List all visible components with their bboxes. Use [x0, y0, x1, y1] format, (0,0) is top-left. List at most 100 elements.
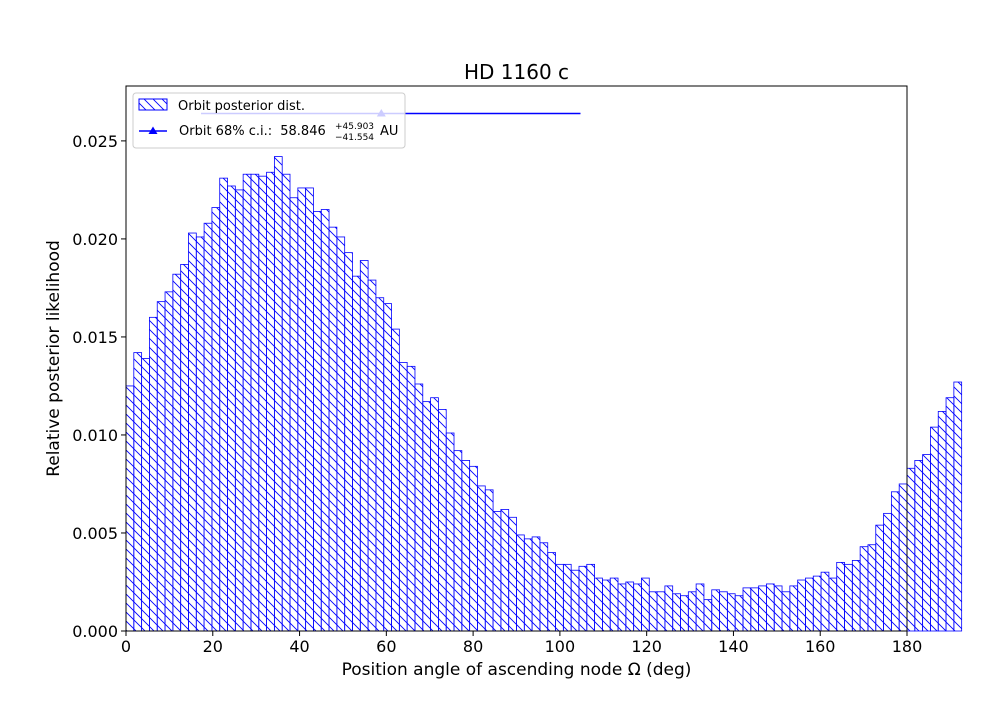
x-tick-label: 80	[463, 637, 483, 656]
histogram-bar	[734, 595, 744, 632]
legend-hatch-swatch	[138, 98, 168, 111]
histogram-bar	[695, 583, 705, 632]
histogram-bar	[375, 297, 385, 632]
histogram-bar	[172, 273, 182, 632]
histogram-bar	[188, 232, 197, 632]
histogram-bar	[531, 536, 541, 632]
histogram-bar	[648, 591, 658, 632]
histogram-bar	[422, 401, 431, 632]
histogram-bar	[703, 599, 713, 632]
histogram-bar	[164, 291, 174, 632]
y-tick-label: 0.025	[72, 132, 118, 151]
histogram-bar	[641, 577, 650, 632]
legend: Orbit posterior dist. Orbit 68% c.i.: 58…	[132, 92, 406, 149]
histogram-bar	[469, 465, 478, 632]
histogram-bar	[149, 316, 158, 632]
histogram-bar	[789, 585, 799, 632]
y-tick-label: 0.020	[72, 230, 118, 249]
histogram-bar	[758, 585, 767, 632]
x-tick-label: 40	[289, 637, 309, 656]
histogram-bar	[320, 209, 330, 632]
histogram-bar	[672, 593, 681, 632]
histogram-bar	[820, 571, 830, 632]
histogram-bar	[477, 485, 486, 632]
histogram-bar	[281, 173, 291, 632]
histogram-bar	[602, 579, 611, 632]
histogram-bar	[258, 175, 267, 632]
x-tick-label: 120	[631, 637, 662, 656]
histogram-bar	[313, 211, 322, 632]
histogram-bar	[344, 252, 353, 632]
histogram-bar	[328, 226, 338, 632]
histogram-bar	[930, 426, 939, 632]
histogram-bar	[273, 156, 283, 632]
x-tick-label: 60	[376, 637, 396, 656]
histogram-bar	[430, 397, 439, 632]
histogram-bar	[781, 591, 791, 632]
histogram-bar	[492, 511, 502, 632]
histogram-bar	[508, 516, 517, 632]
histogram-bar	[297, 187, 307, 632]
histogram-bar	[906, 467, 916, 632]
legend-box	[132, 92, 406, 149]
histogram-bar	[828, 577, 838, 632]
legend-entry-ci: Orbit 68% c.i.: 58.846	[179, 124, 326, 139]
histogram-bar	[219, 177, 228, 632]
histogram-bar	[742, 587, 752, 632]
histogram-bar	[945, 397, 955, 632]
histogram-bar	[687, 591, 697, 632]
histogram-bar	[359, 260, 369, 632]
y-tick-label: 0.000	[72, 622, 118, 641]
y-axis-label: Relative posterior likelihood	[44, 240, 64, 477]
histogram-bar	[141, 358, 150, 632]
histogram-bar	[437, 409, 447, 632]
histogram-bar	[875, 524, 884, 632]
x-tick-label: 160	[805, 637, 836, 656]
histogram-bar	[203, 222, 213, 632]
histogram-bar	[156, 301, 166, 632]
y-tick-label: 0.005	[72, 524, 118, 543]
histogram-bar	[836, 561, 845, 632]
histogram-bar	[953, 381, 963, 632]
histogram-bar	[570, 569, 580, 632]
x-tick-label: 140	[718, 637, 749, 656]
histogram-bar	[664, 585, 674, 632]
legend-ci-minus: −41.554	[335, 133, 374, 143]
histogram-bar	[914, 460, 924, 632]
histogram-bar	[766, 583, 775, 632]
histogram-bar	[656, 591, 666, 632]
x-tick-label: 20	[203, 637, 223, 656]
histogram-bar	[578, 565, 588, 632]
histogram-bar	[523, 538, 533, 632]
histogram-bar	[586, 563, 595, 632]
x-axis-label: Position angle of ascending node Ω (deg)	[342, 660, 692, 680]
histogram-bar	[844, 563, 853, 632]
histogram-bar	[516, 534, 525, 632]
histogram-bar	[680, 595, 689, 632]
histogram-bar	[633, 583, 642, 632]
y-tick-label: 0.015	[72, 328, 118, 347]
histogram-bar	[367, 279, 377, 632]
plot-area-frame	[125, 85, 908, 632]
histogram-bar	[859, 546, 869, 632]
histogram-bar	[406, 365, 416, 632]
chart-title: HD 1160 c	[464, 60, 569, 84]
histogram-bar	[414, 383, 424, 632]
legend-ci-plus: +45.903	[335, 122, 374, 132]
histogram-bar	[805, 577, 814, 632]
histogram-bar	[352, 275, 361, 632]
histogram-bar	[383, 303, 392, 632]
histogram-bar	[750, 587, 760, 632]
histogram-bar	[500, 509, 510, 632]
histogram-bar	[195, 236, 205, 632]
histogram-bar	[719, 591, 728, 632]
histogram-bar	[242, 173, 252, 632]
histogram-bar	[726, 593, 736, 632]
x-axis-ticks: 0 20 40 60 80 100 120 140 160 180	[121, 631, 922, 656]
histogram-bar	[594, 577, 603, 632]
histogram-bar	[898, 483, 908, 632]
histogram-bar	[773, 585, 783, 632]
histogram-bar	[711, 589, 720, 632]
histogram-bar	[851, 560, 861, 632]
